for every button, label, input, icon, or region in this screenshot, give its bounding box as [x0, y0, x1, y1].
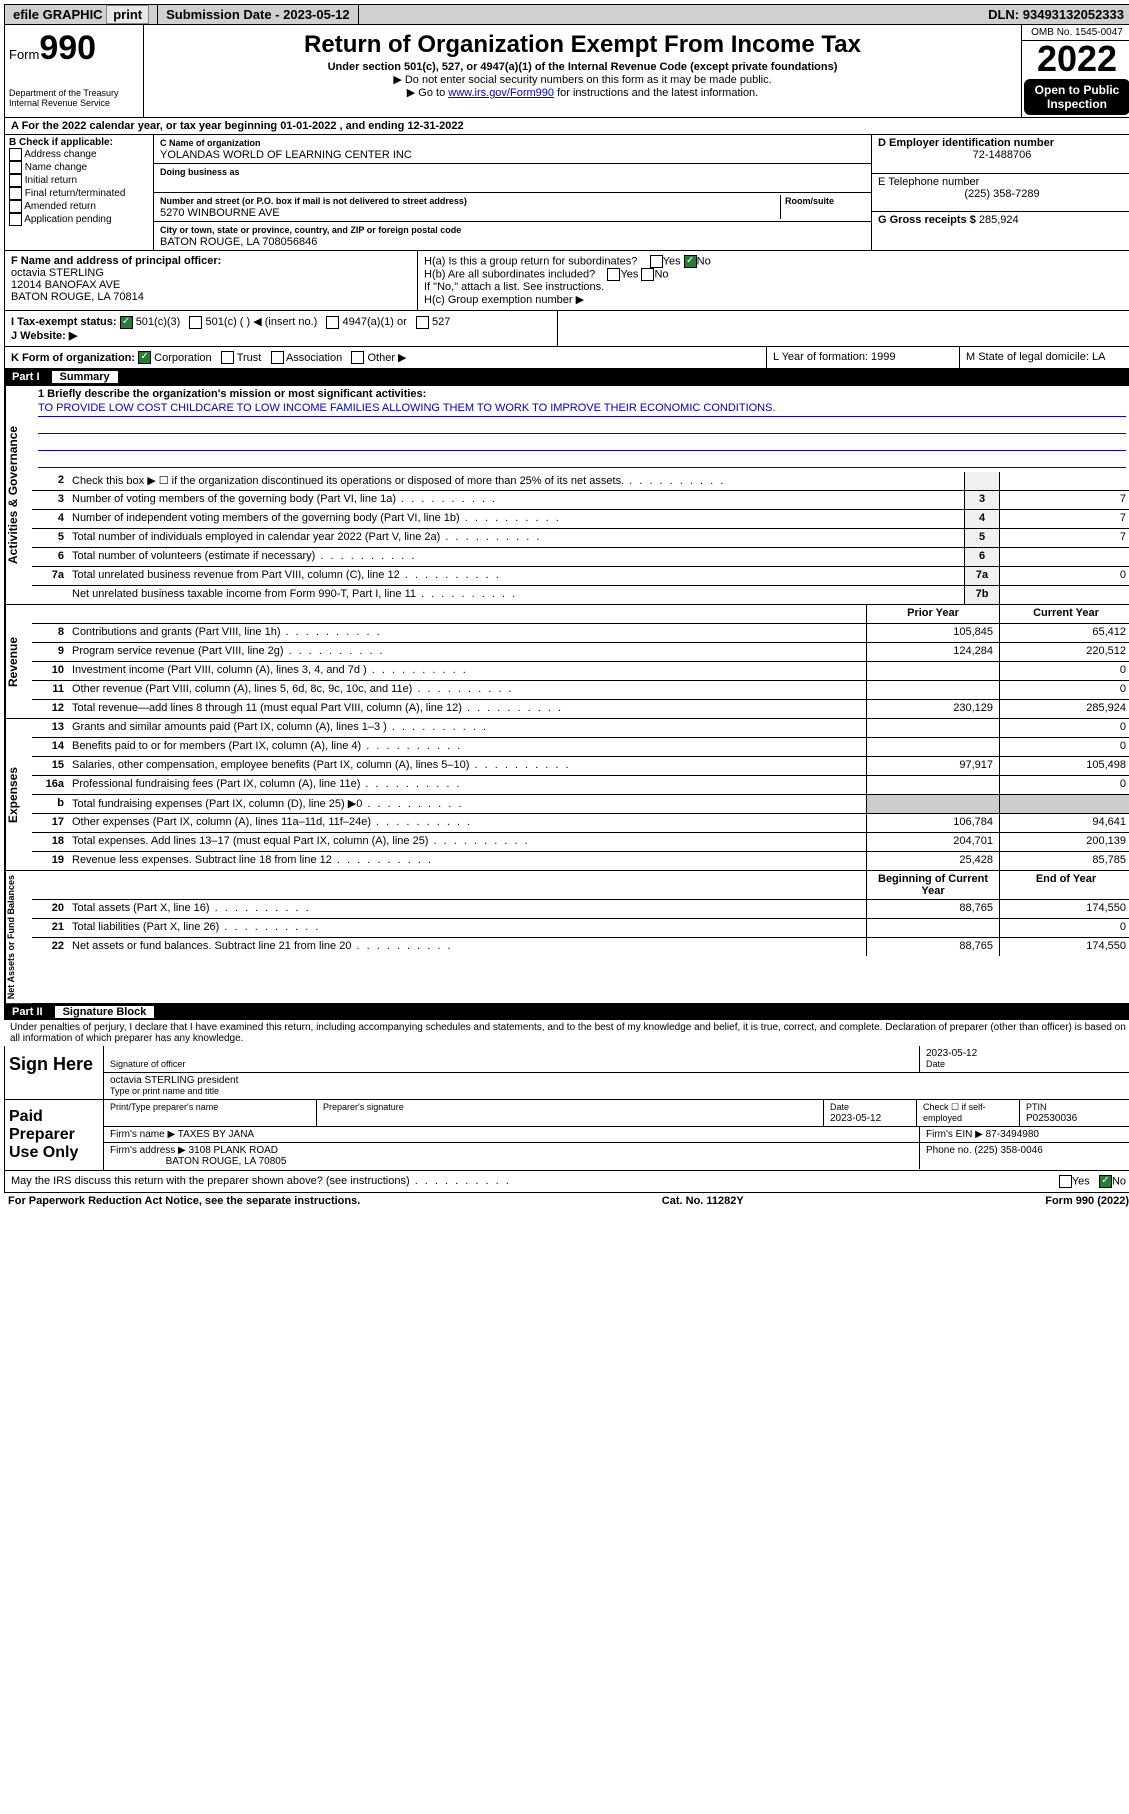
- sign-here-label: Sign Here: [5, 1046, 104, 1099]
- tab-netassets: Net Assets or Fund Balances: [5, 871, 32, 1003]
- tab-governance: Activities & Governance: [5, 386, 32, 604]
- subtitle-1: Under section 501(c), 527, or 4947(a)(1)…: [148, 61, 1017, 73]
- row-k: K Form of organization: ✓ Corporation Tr…: [4, 347, 1129, 370]
- col-c-org: C Name of organizationYOLANDAS WORLD OF …: [154, 135, 872, 250]
- row-a-period: A For the 2022 calendar year, or tax yea…: [4, 118, 1129, 135]
- may-discuss-row: May the IRS discuss this return with the…: [4, 1171, 1129, 1193]
- gross-receipts: 285,924: [979, 214, 1019, 226]
- part-1-header: Part I Summary: [4, 369, 1129, 385]
- org-name: YOLANDAS WORLD OF LEARNING CENTER INC: [160, 149, 412, 161]
- summary-netassets: Net Assets or Fund Balances Beginning of…: [4, 871, 1129, 1004]
- mission-text: TO PROVIDE LOW COST CHILDCARE TO LOW INC…: [38, 402, 1126, 417]
- submission-date: Submission Date - 2023-05-12: [158, 5, 359, 24]
- penalty-statement: Under penalties of perjury, I declare th…: [4, 1020, 1129, 1046]
- dept-label: Department of the Treasury: [9, 88, 139, 98]
- form-number: Form990: [9, 29, 139, 68]
- summary-governance: Activities & Governance 1 Briefly descri…: [4, 385, 1129, 605]
- form-header: Form990 Department of the Treasury Inter…: [4, 25, 1129, 118]
- part-2-header: Part II Signature Block: [4, 1004, 1129, 1020]
- dln: DLN: 93493132052333: [980, 5, 1129, 24]
- efile-label: efile GRAPHIC print: [5, 5, 158, 24]
- subtitle-2: ▶ Do not enter social security numbers o…: [148, 73, 1017, 86]
- summary-revenue: Revenue Prior YearCurrent Year 8Contribu…: [4, 605, 1129, 719]
- paid-preparer-label: Paid Preparer Use Only: [5, 1100, 104, 1170]
- irs-link[interactable]: www.irs.gov/Form990: [448, 87, 554, 99]
- signature-block: Sign Here Signature of officer2023-05-12…: [4, 1046, 1129, 1171]
- irs-label: Internal Revenue Service: [9, 98, 139, 108]
- open-public-badge: Open to Public Inspection: [1024, 79, 1129, 115]
- org-city: BATON ROUGE, LA 708056846: [160, 236, 317, 248]
- row-f-h: F Name and address of principal officer:…: [4, 251, 1129, 311]
- tax-year: 2022: [1022, 41, 1129, 77]
- col-right: D Employer identification number72-14887…: [872, 135, 1129, 250]
- top-bar: efile GRAPHIC print Submission Date - 20…: [4, 4, 1129, 25]
- tab-expenses: Expenses: [5, 719, 32, 870]
- print-button[interactable]: print: [106, 5, 149, 24]
- phone: (225) 358-7289: [878, 188, 1126, 200]
- subtitle-3: ▶ Go to www.irs.gov/Form990 for instruct…: [148, 86, 1017, 99]
- tab-revenue: Revenue: [5, 605, 32, 718]
- summary-expenses: Expenses 13Grants and similar amounts pa…: [4, 719, 1129, 871]
- ein: 72-1488706: [878, 149, 1126, 161]
- col-b-checkboxes: B Check if applicable: Address change Na…: [5, 135, 154, 250]
- page-footer: For Paperwork Reduction Act Notice, see …: [4, 1193, 1129, 1209]
- header-block: B Check if applicable: Address change Na…: [4, 135, 1129, 251]
- org-address: 5270 WINBOURNE AVE: [160, 207, 280, 219]
- mission-question: 1 Briefly describe the organization's mi…: [38, 388, 426, 400]
- form-title: Return of Organization Exempt From Incom…: [148, 31, 1017, 59]
- row-i-j: I Tax-exempt status: ✓ 501(c)(3) 501(c) …: [4, 311, 1129, 347]
